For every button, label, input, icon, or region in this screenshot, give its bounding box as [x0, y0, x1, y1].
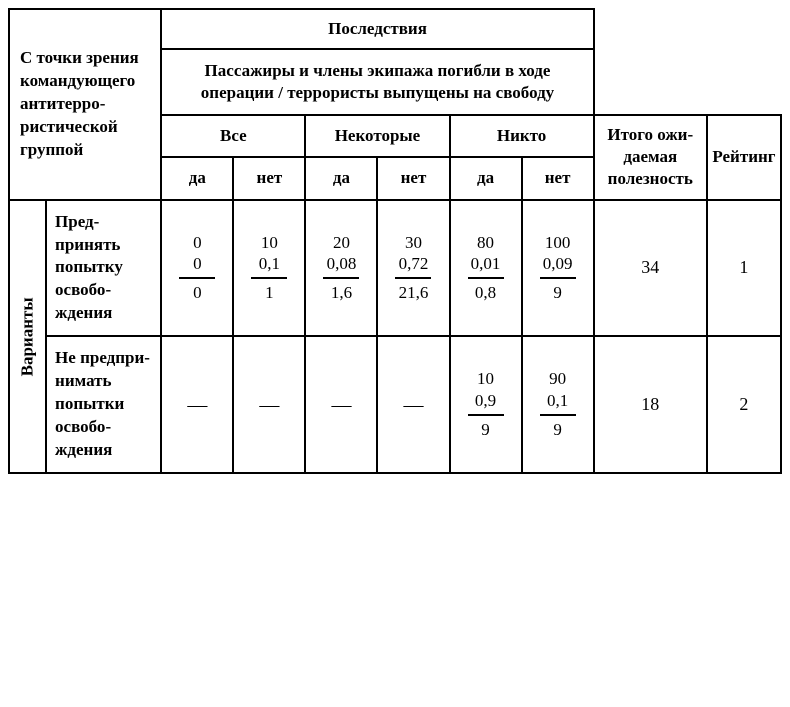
header-no-3: нет: [522, 157, 594, 199]
header-group-all: Все: [161, 115, 305, 157]
header-yes-1: да: [161, 157, 233, 199]
header-group-none: Никто: [450, 115, 594, 157]
cell-r1-c6: 1000,09 9: [522, 200, 594, 337]
header-yes-3: да: [450, 157, 522, 199]
cell-r2-utility: 18: [594, 336, 707, 473]
cell-r1-utility: 34: [594, 200, 707, 337]
header-no-1: нет: [233, 157, 305, 199]
cell-r1-c4: 300,72 21,6: [377, 200, 449, 337]
cell-r2-c5: 100,9 9: [450, 336, 522, 473]
header-yes-2: да: [305, 157, 377, 199]
cell-r2-c6: 900,1 9: [522, 336, 594, 473]
decision-table: С точки зрения ко­мандующего антитерро­р…: [8, 8, 782, 474]
header-group-some: Некоторые: [305, 115, 449, 157]
cell-r2-c2: —: [233, 336, 305, 473]
cell-r1-c3: 200,08 1,6: [305, 200, 377, 337]
cell-r2-c1: —: [161, 336, 233, 473]
header-consequences: Последствия: [161, 9, 593, 49]
row-label-noattempt: Не предпри­нимать попытки освобо­ждения: [46, 336, 161, 473]
header-utility: Итого ожи­даемая полез­ность: [594, 115, 707, 199]
row-label-attempt: Пред­принять попытку освобо­ждения: [46, 200, 161, 337]
row-group-variants: Варианты: [9, 200, 46, 473]
cell-r1-c2: 100,1 1: [233, 200, 305, 337]
cell-r1-c5: 800,01 0,8: [450, 200, 522, 337]
cell-r2-rating: 2: [707, 336, 781, 473]
header-perspective: С точки зрения ко­мандующего антитерро­р…: [9, 9, 161, 200]
cell-r1-rating: 1: [707, 200, 781, 337]
header-sub: Пассажиры и члены экипажа погибли в ходе…: [161, 49, 593, 115]
header-no-2: нет: [377, 157, 449, 199]
table-row: Варианты Пред­принять попытку освобо­жде…: [9, 200, 781, 337]
cell-r2-c4: —: [377, 336, 449, 473]
header-rating: Рей­тинг: [707, 115, 781, 199]
cell-r2-c3: —: [305, 336, 377, 473]
table-row: Не предпри­нимать попытки освобо­ждения …: [9, 336, 781, 473]
cell-r1-c1: 00 0: [161, 200, 233, 337]
